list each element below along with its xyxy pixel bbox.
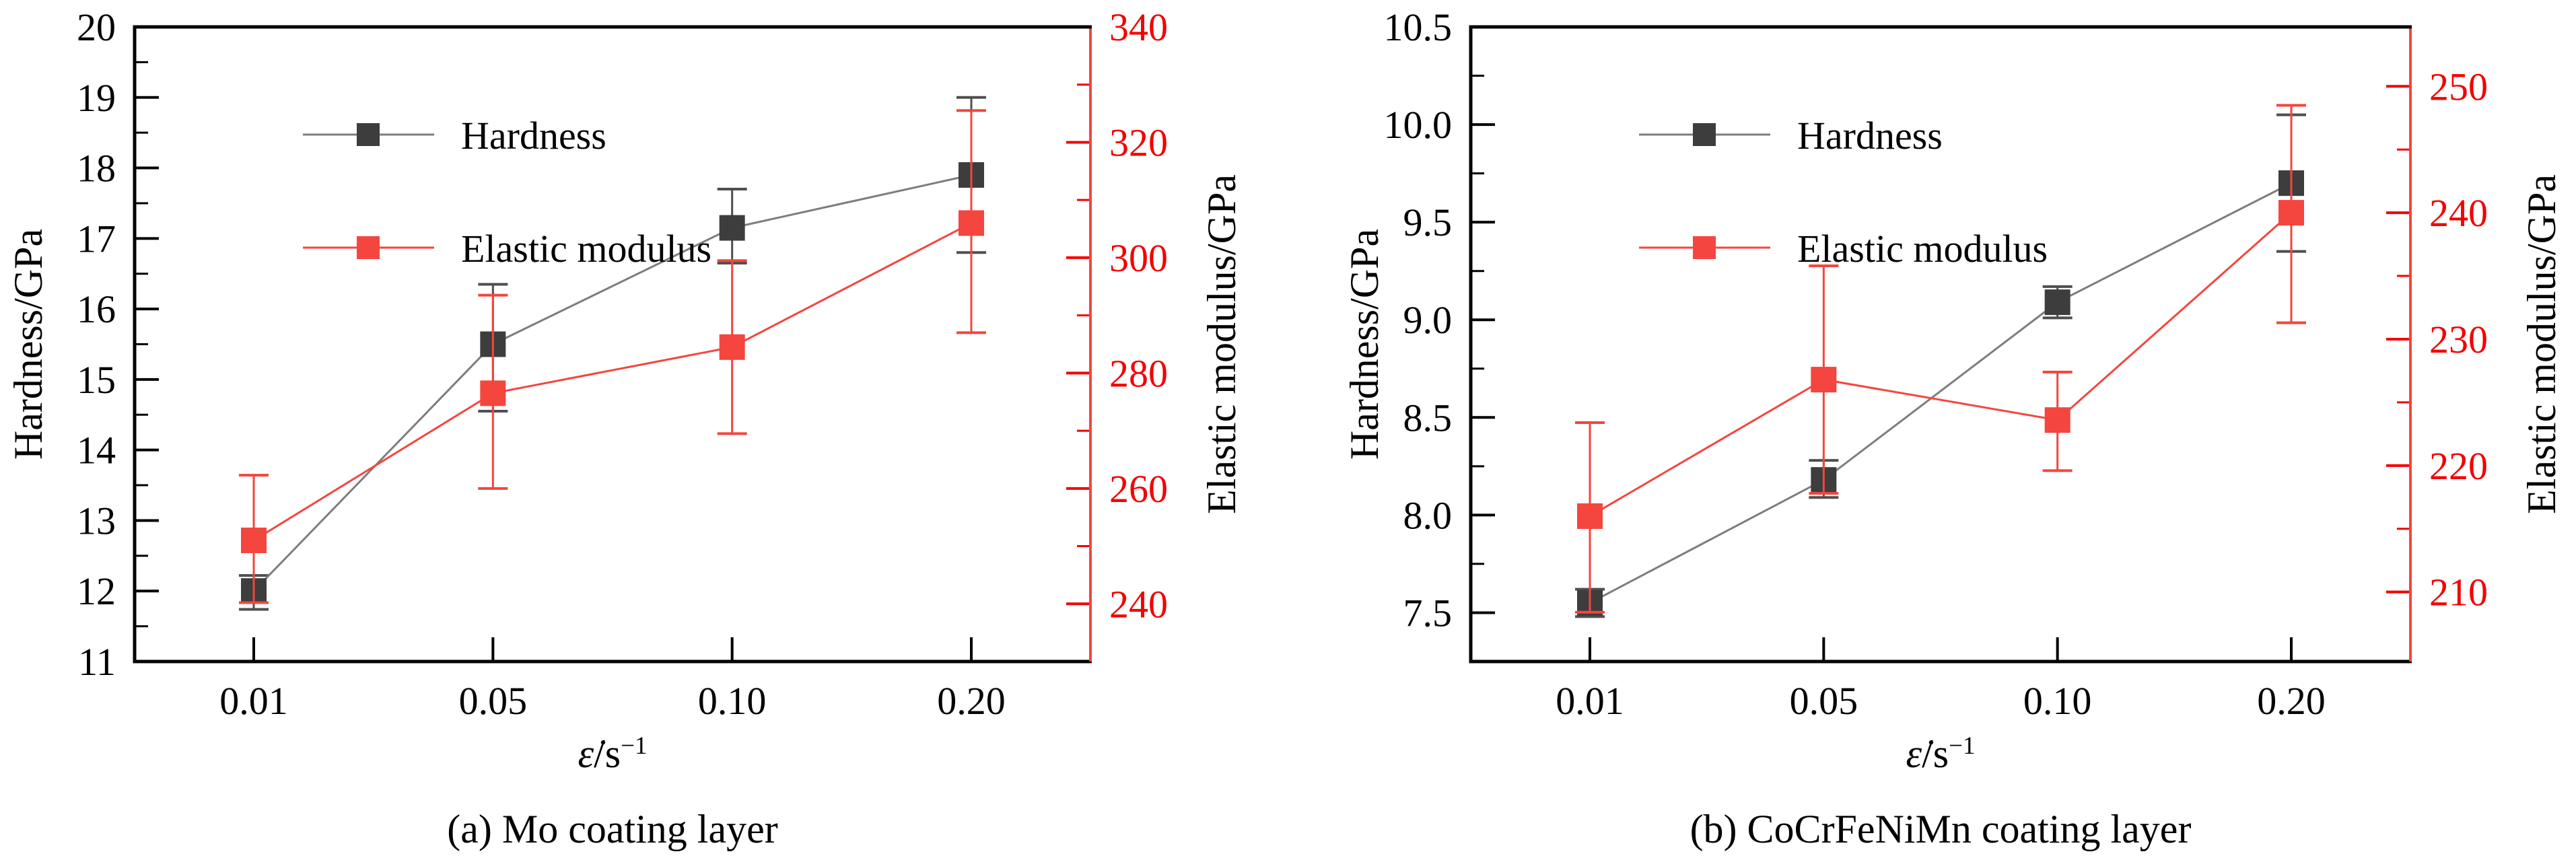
y-axis-tick-label: 10.0 [1384,103,1453,147]
y-axis-tick-label: 8.0 [1403,493,1453,537]
legend-label: Elastic modulus [1797,227,2048,271]
chart-panel-b: 7.5 8.0 8.5 9.0 9.5 10.0 10.5 Hardness/GPa 210 22… [1342,5,2564,851]
y-axis-tick-label: 9.0 [1403,298,1453,342]
series-elastic-modulus [1575,104,2306,614]
x-axis-tick-label: 0.01 [219,679,288,723]
x-axis-tick-label: 0.05 [1790,679,1858,723]
y-axis-tick-label: 11 [78,640,116,684]
data-point [1577,503,1603,529]
legend-label: Elastic modulus [461,227,711,271]
x-axis-title: ε̇/s−1 [1906,732,1975,776]
y-axis-tick-label: 280 [1109,351,1168,395]
y-axis-tick-label: 340 [1109,5,1168,49]
y-axis-tick-label: 12 [77,569,116,613]
left-y-axis-title: Hardness/GPa [6,229,50,460]
y-axis-tick-label: 18 [77,147,116,190]
data-point [719,215,745,241]
legend-marker [357,236,380,259]
x-axis-tick-label: 0.05 [459,679,528,723]
data-point [2278,200,2304,226]
series-line [253,222,972,542]
y-axis-tick-label: 17 [77,217,116,260]
series-hardness [1575,113,2306,618]
legend-marker [1693,123,1716,146]
data-point [959,210,984,236]
y-axis-tick-label: 10.5 [1384,5,1453,49]
x-axis-tick-label: 0.10 [2023,679,2092,723]
series-elastic-modulus [239,109,986,604]
y-axis-tick-label: 320 [1109,120,1168,164]
y-axis-tick-label: 240 [1109,582,1168,626]
y-axis-tick-label: 20 [77,5,116,49]
data-point [480,380,506,406]
y-axis-tick-label: 14 [77,429,116,472]
x-axis-tick-label: 0.20 [937,679,1006,723]
series-line [1589,182,2292,604]
right-y-axis-title: Elastic modulus/GPa [2519,174,2564,514]
x-axis-tick-label: 0.01 [1556,679,1624,723]
y-axis-tick-label: 16 [77,287,116,331]
y-axis-tick-label: 13 [77,499,116,542]
data-point [241,527,267,553]
legend: Hardness Elastic modulus [1639,114,2048,271]
data-point [1811,367,1837,393]
x-axis-title: ε̇/s−1 [578,732,647,776]
y-axis-tick-label: 260 [1109,467,1168,511]
legend: Hardness Elastic modulus [303,114,711,271]
right-y-axis-title: Elastic modulus/GPa [1199,174,1244,514]
y-axis-tick-label: 300 [1109,236,1168,280]
legend-marker [357,123,380,146]
y-axis-tick-label: 9.5 [1403,201,1453,244]
y-axis-tick-label: 220 [2429,444,2488,488]
legend-marker [1693,236,1716,259]
y-axis-tick-label: 250 [2429,65,2488,108]
data-point [2044,289,2070,316]
x-axis-tick-label: 0.20 [2257,679,2326,723]
chart-panel-a: 11 12 13 14 15 16 17 18 19 20 Hardness/GPa 240 260 28… [6,5,1244,851]
y-axis-tick-label: 240 [2429,191,2488,235]
series-line [1589,212,2292,518]
legend-label: Hardness [1797,114,1943,157]
y-axis-tick-label: 8.5 [1403,396,1453,439]
y-axis-tick-label: 7.5 [1403,591,1453,635]
left-y-axis-title: Hardness/GPa [1342,229,1387,460]
legend-label: Hardness [461,114,606,157]
y-axis-tick-label: 19 [77,76,116,120]
data-point [2044,407,2070,433]
chart-caption: (b) CoCrFeNiMn coating layer [1690,807,2192,851]
y-axis-tick-label: 15 [77,358,116,402]
series-hardness [239,96,986,611]
y-axis-tick-label: 210 [2429,571,2488,614]
y-axis-tick-label: 230 [2429,318,2488,361]
data-point [719,334,745,360]
chart-caption: (a) Mo coating layer [447,807,777,851]
x-axis-tick-label: 0.10 [698,679,767,723]
